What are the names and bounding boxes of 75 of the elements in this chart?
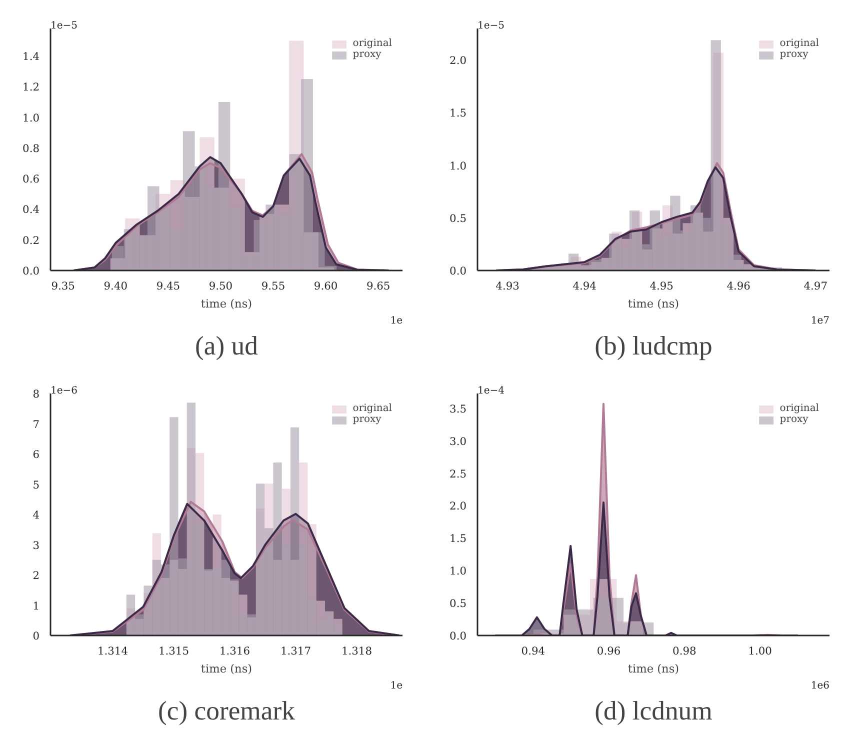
x-tick-label: 1.314 <box>97 644 128 658</box>
x-tick-label: 9.35 <box>51 280 75 292</box>
y-tick-label: 0.0 <box>450 630 467 642</box>
y-tick-label: 0.6 <box>22 172 40 186</box>
legend-label: proxy <box>352 414 382 425</box>
y-tick-label: 1.0 <box>450 159 467 172</box>
text: 1e <box>390 680 403 692</box>
y-tick-label: 8 <box>32 388 40 400</box>
y-tick-label: 0.8 <box>22 142 40 155</box>
y-tick-label: 6 <box>32 448 40 461</box>
text: (c) coremark <box>158 696 296 726</box>
x-tick-label: 9.45 <box>156 280 180 292</box>
x-tick-label: 1.316 <box>219 644 250 658</box>
x-tick-label: 0.96 <box>596 644 621 658</box>
annotation: 1e−4 <box>478 386 505 396</box>
y-tick-label: 2.0 <box>450 500 467 513</box>
y-tick-label: 0.5 <box>450 597 467 610</box>
y-tick-label: 1.5 <box>450 532 467 546</box>
text: (b) ludcmp <box>594 330 712 360</box>
x-tick-label: 9.50 <box>208 280 233 292</box>
y-tick-label: 4 <box>32 508 40 522</box>
legend-label: proxy <box>352 49 382 60</box>
text: 1e6 <box>810 680 830 692</box>
text: (d) lcdnum <box>594 696 713 726</box>
x-tick-label: 0.94 <box>521 644 546 658</box>
x-tick-label: 4.96 <box>726 280 751 292</box>
y-tick-label: 2.5 <box>450 467 467 480</box>
legend-label: original <box>352 38 392 49</box>
y-tick-label: 1.0 <box>22 111 40 124</box>
legend-label: original <box>780 403 819 414</box>
y-tick-label: 5 <box>32 478 40 492</box>
x-axis-title: time (ns) <box>200 296 252 310</box>
y-tick-label: 0.0 <box>450 264 467 278</box>
x-tick-label: 4.95 <box>650 280 674 292</box>
text: 1e7 <box>810 316 830 326</box>
x-tick-label: 1.318 <box>341 644 372 658</box>
y-tick-label: 1.5 <box>450 106 467 120</box>
y-tick-label: 1.2 <box>22 80 40 94</box>
y-tick-label: 7 <box>32 418 40 431</box>
y-tick-label: 2.0 <box>450 54 467 68</box>
annotation: 1e−5 <box>478 20 505 32</box>
x-axis-title: time (ns) <box>200 662 252 676</box>
y-tick-label: 1 <box>32 599 40 612</box>
y-tick-label: 1.0 <box>450 564 467 578</box>
x-tick-label: 4.93 <box>496 280 520 292</box>
x-tick-label: 1.317 <box>280 644 312 658</box>
x-tick-label: 1.00 <box>748 644 772 658</box>
y-tick-label: 0.2 <box>22 234 40 247</box>
legend-label: original <box>780 38 819 49</box>
y-tick-label: 2 <box>32 569 40 582</box>
x-tick-label: 9.40 <box>104 280 128 292</box>
annotation: 1e−6 <box>50 386 78 396</box>
x-axis-title: time (ns) <box>628 296 680 310</box>
text: (a) ud <box>195 330 258 360</box>
x-tick-label: 9.60 <box>314 280 338 292</box>
y-tick-label: 0.5 <box>450 212 467 225</box>
x-tick-label: 1.315 <box>158 644 189 658</box>
legend-label: original <box>352 403 392 414</box>
legend-label: proxy <box>780 49 808 60</box>
text: 1e <box>390 316 403 326</box>
x-tick-label: 4.97 <box>804 280 828 292</box>
x-tick-label: 9.55 <box>261 280 286 292</box>
x-tick-label: 0.98 <box>672 644 696 658</box>
y-tick-label: 3 <box>32 538 40 552</box>
y-tick-label: 1.4 <box>22 50 40 64</box>
y-tick-label: 3.5 <box>450 402 467 416</box>
y-tick-label: 3.0 <box>450 434 467 448</box>
legend-label: proxy <box>780 414 808 425</box>
x-axis-title: time (ns) <box>628 662 680 676</box>
x-tick-label: 9.65 <box>366 280 390 292</box>
y-tick-label: 0.0 <box>22 264 40 278</box>
annotation: 1e−5 <box>50 20 78 32</box>
y-tick-label: 0 <box>32 630 40 642</box>
y-tick-label: 0.4 <box>22 203 40 216</box>
x-tick-label: 4.94 <box>572 280 597 292</box>
